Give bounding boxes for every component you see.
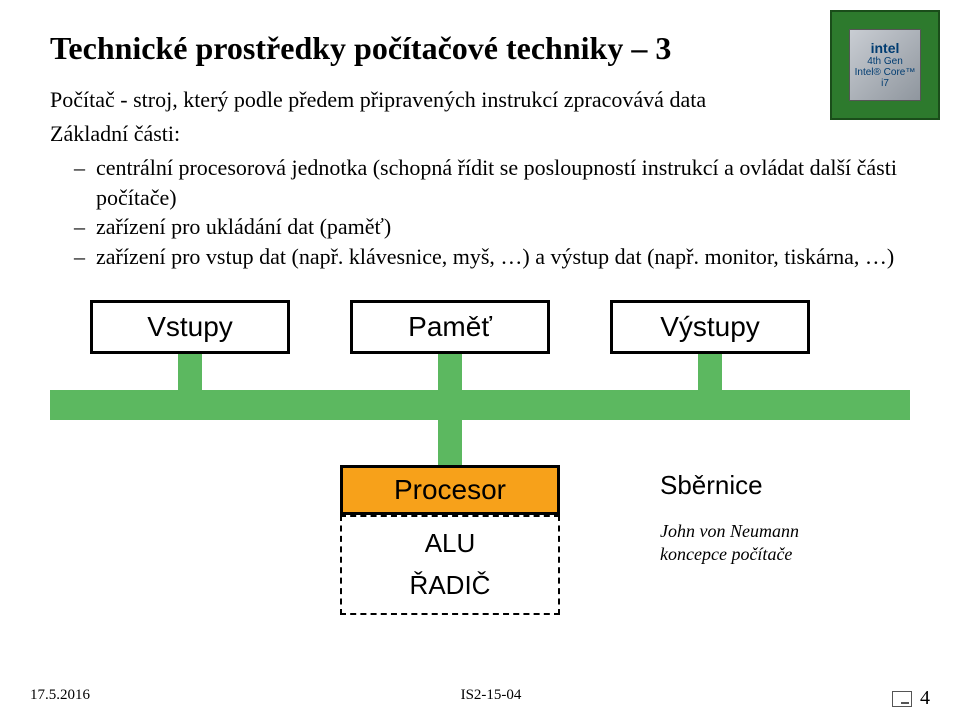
subtitle: Počítač - stroj, který podle předem přip…	[50, 87, 910, 113]
box-procesor: Procesor	[340, 465, 560, 515]
alu-label: ALU	[425, 528, 476, 559]
cpu-line2: Intel® Core™ i7	[850, 67, 920, 89]
credit-line1: John von Neumann	[660, 520, 799, 543]
architecture-diagram: Vstupy Paměť Výstupy Procesor ALU ŘADIČ …	[50, 300, 910, 650]
connector-proc	[438, 420, 462, 465]
cpu-line1: 4th Gen	[867, 56, 903, 67]
credit-text: John von Neumann koncepce počítače	[660, 520, 799, 567]
connector	[178, 354, 202, 390]
bus-bar	[50, 390, 910, 420]
footer-code: IS2-15-04	[461, 687, 522, 710]
radic-label: ŘADIČ	[410, 570, 491, 601]
box-alu-radic: ALU ŘADIČ	[340, 515, 560, 615]
cpu-chip-image: intel 4th Gen Intel® Core™ i7	[830, 10, 940, 120]
box-vstupy: Vstupy	[90, 300, 290, 354]
box-vystupy: Výstupy	[610, 300, 810, 354]
footer-date: 17.5.2016	[30, 687, 90, 710]
credit-line2: koncepce počítače	[660, 543, 799, 566]
slide-footer: 17.5.2016 IS2-15-04 4	[0, 687, 960, 710]
list-item: zařízení pro ukládání dat (paměť)	[74, 212, 910, 242]
footer-page: 4	[920, 687, 930, 710]
connector	[438, 354, 462, 390]
cpu-die: intel 4th Gen Intel® Core™ i7	[849, 29, 921, 101]
footer-right: 4	[892, 687, 930, 710]
return-icon	[892, 691, 912, 707]
cpu-brand: intel	[871, 41, 900, 56]
slide-page: intel 4th Gen Intel® Core™ i7 Technické …	[0, 0, 960, 722]
list-item: centrální procesorová jednotka (schopná …	[74, 153, 910, 212]
parts-list: centrální procesorová jednotka (schopná …	[50, 153, 910, 272]
page-title: Technické prostředky počítačové techniky…	[50, 30, 910, 67]
connector	[698, 354, 722, 390]
bus-label: Sběrnice	[660, 470, 763, 501]
list-item: zařízení pro vstup dat (např. klávesnice…	[74, 242, 910, 272]
box-pamet: Paměť	[350, 300, 550, 354]
parts-label: Základní části:	[50, 121, 910, 147]
